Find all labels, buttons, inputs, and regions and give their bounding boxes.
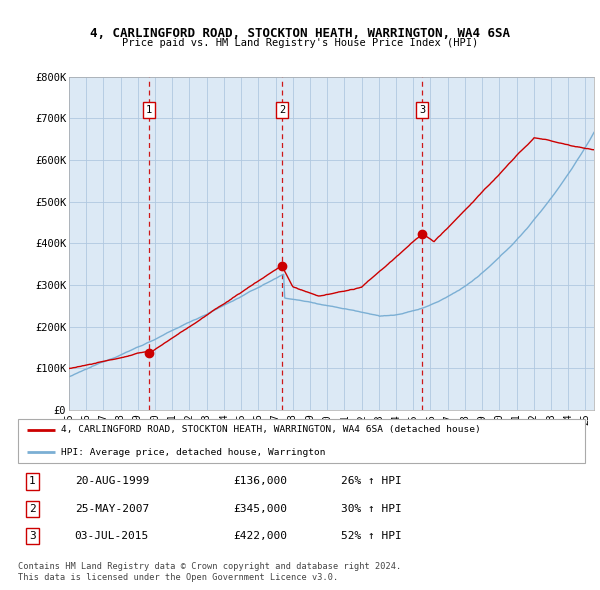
Text: 30% ↑ HPI: 30% ↑ HPI <box>341 504 402 514</box>
Text: 25-MAY-2007: 25-MAY-2007 <box>75 504 149 514</box>
Text: 03-JUL-2015: 03-JUL-2015 <box>75 531 149 541</box>
Text: HPI: Average price, detached house, Warrington: HPI: Average price, detached house, Warr… <box>61 448 325 457</box>
Text: 20-AUG-1999: 20-AUG-1999 <box>75 477 149 487</box>
Text: 1: 1 <box>29 477 35 487</box>
Text: £136,000: £136,000 <box>233 477 287 487</box>
Text: 3: 3 <box>29 531 35 541</box>
Text: 4, CARLINGFORD ROAD, STOCKTON HEATH, WARRINGTON, WA4 6SA (detached house): 4, CARLINGFORD ROAD, STOCKTON HEATH, WAR… <box>61 425 480 434</box>
Text: 26% ↑ HPI: 26% ↑ HPI <box>341 477 402 487</box>
Text: £345,000: £345,000 <box>233 504 287 514</box>
Text: 4, CARLINGFORD ROAD, STOCKTON HEATH, WARRINGTON, WA4 6SA: 4, CARLINGFORD ROAD, STOCKTON HEATH, WAR… <box>90 27 510 40</box>
Text: 1: 1 <box>146 105 152 115</box>
Text: £422,000: £422,000 <box>233 531 287 541</box>
Text: 2: 2 <box>280 105 286 115</box>
Text: Contains HM Land Registry data © Crown copyright and database right 2024.: Contains HM Land Registry data © Crown c… <box>18 562 401 571</box>
Text: 3: 3 <box>419 105 425 115</box>
Text: This data is licensed under the Open Government Licence v3.0.: This data is licensed under the Open Gov… <box>18 573 338 582</box>
Text: 52% ↑ HPI: 52% ↑ HPI <box>341 531 402 541</box>
Text: Price paid vs. HM Land Registry's House Price Index (HPI): Price paid vs. HM Land Registry's House … <box>122 38 478 48</box>
Text: 2: 2 <box>29 504 35 514</box>
